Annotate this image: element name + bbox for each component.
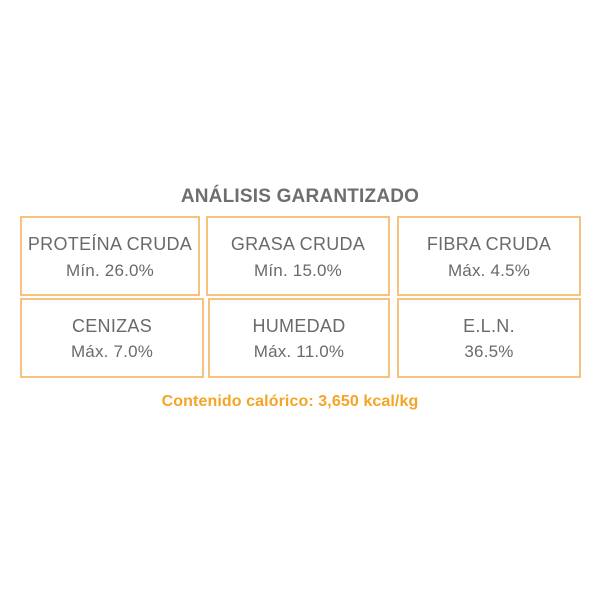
nutrient-value: Mín. 15.0% (254, 261, 342, 280)
nutrient-name: GRASA CRUDA (230, 234, 366, 254)
nutrient-value: Máx. 7.0% (70, 342, 154, 361)
nutrient-box-crude-fat: GRASA CRUDA Mín. 15.0% (206, 216, 390, 296)
nutrient-name: FIBRA CRUDA (426, 234, 552, 254)
nutrient-box-crude-fiber: FIBRA CRUDA Máx. 4.5% (397, 216, 581, 296)
nutrient-value: Mín. 26.0% (66, 261, 154, 280)
analysis-title: ANÁLISIS GARANTIZADO (180, 186, 420, 207)
nutrient-name: CENIZAS (71, 316, 153, 336)
nutrient-name: E.L.N. (463, 316, 515, 336)
nutrient-name: PROTEÍNA CRUDA (27, 234, 193, 254)
nutrient-value: Máx. 11.0% (253, 342, 345, 361)
nutrient-box-ash: CENIZAS Máx. 7.0% (20, 298, 204, 378)
caloric-content: Contenido calórico: 3,650 kcal/kg (161, 393, 419, 410)
nutrient-name: HUMEDAD (252, 316, 346, 336)
nutrient-box-crude-protein: PROTEÍNA CRUDA Mín. 26.0% (20, 216, 200, 296)
nutrient-box-moisture: HUMEDAD Máx. 11.0% (208, 298, 390, 378)
nutrient-box-nitrogen-free-extract: E.L.N. 36.5% (397, 298, 581, 378)
nutrient-value: 36.5% (464, 342, 514, 361)
nutrient-value: Máx. 4.5% (447, 261, 531, 280)
